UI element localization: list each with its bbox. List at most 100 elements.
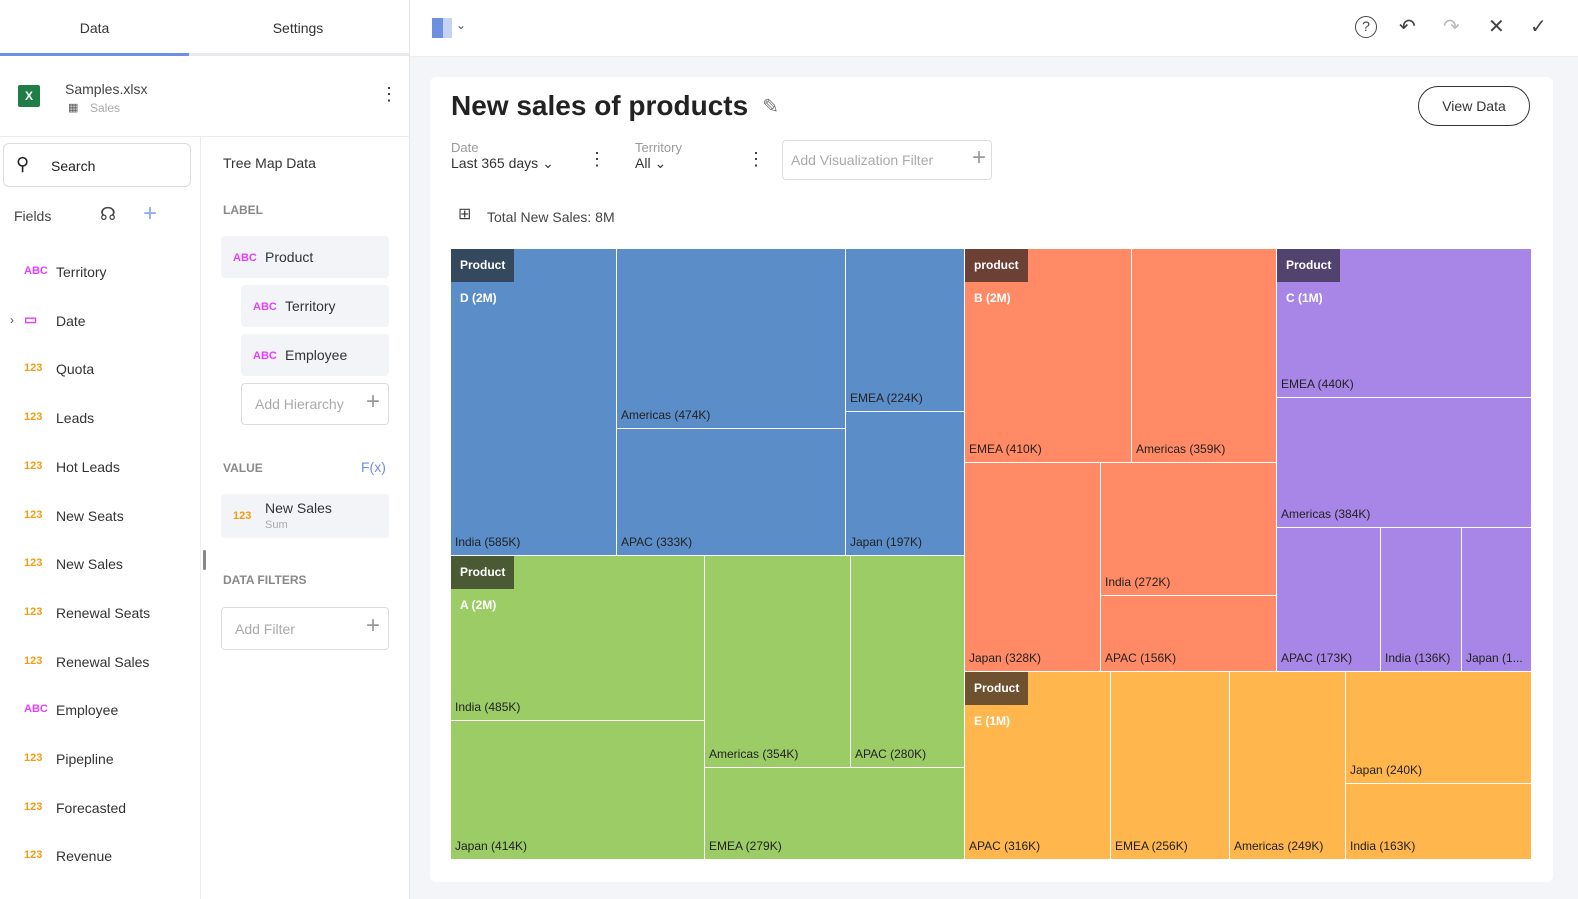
treemap-cell[interactable]: APAC (333K) xyxy=(617,429,846,556)
visualization-type-icon[interactable] xyxy=(432,18,452,38)
treemap-cell[interactable]: EMEA (279K) xyxy=(705,768,965,860)
label-section: LABEL xyxy=(223,203,263,217)
confirm-check-icon[interactable]: ✓ xyxy=(1530,16,1547,38)
more-options-icon[interactable]: ⋮ xyxy=(380,84,398,104)
close-icon[interactable]: ✕ xyxy=(1488,16,1505,38)
treemap-cell-label: Americas (474K) xyxy=(621,408,711,422)
treemap-cell[interactable]: Americas (359K) xyxy=(1132,249,1277,463)
treemap-cell[interactable]: APAC (280K) xyxy=(851,556,965,768)
treemap-cell[interactable]: India (163K) xyxy=(1346,784,1532,860)
type-badge: 123 xyxy=(24,362,43,375)
edit-pencil-icon[interactable]: ✎ xyxy=(762,95,779,118)
field-name: Quota xyxy=(56,361,95,378)
type-badge: 123 xyxy=(24,508,43,521)
search-input[interactable]: ⚲ Search xyxy=(3,143,191,187)
treemap-cell[interactable]: Americas (474K) xyxy=(617,249,846,429)
treemap-cell-label: EMEA (410K) xyxy=(969,442,1042,456)
field-item[interactable]: ABC Territory xyxy=(0,253,195,293)
field-item[interactable]: 123 New Seats xyxy=(0,497,195,537)
treemap-cell[interactable]: Americas (384K) xyxy=(1277,398,1532,528)
label-name: Territory xyxy=(285,298,336,314)
treemap-cell-label: India (136K) xyxy=(1385,651,1451,665)
fx-button[interactable]: F(x) xyxy=(361,459,386,475)
chevron-down-icon[interactable]: ⌄ xyxy=(456,18,467,32)
treemap-cell[interactable]: EMEA (224K) xyxy=(846,249,965,412)
treemap-cell[interactable]: Japan (240K) xyxy=(1346,672,1532,784)
treemap-group-header[interactable]: Product D (2M) xyxy=(451,249,515,305)
field-item[interactable]: 123 New Sales xyxy=(0,545,195,585)
type-badge: ABC xyxy=(253,301,277,313)
type-badge: 123 xyxy=(24,752,43,764)
plus-icon: + xyxy=(971,144,986,171)
field-item[interactable]: 123 Renewal Sales xyxy=(0,643,195,683)
treemap-cell-label: Japan (240K) xyxy=(1350,763,1423,777)
label-product[interactable]: ABC Product xyxy=(221,236,389,278)
add-hierarchy-button[interactable]: Add Hierarchy + xyxy=(241,383,389,425)
label-employee[interactable]: ABC Employee xyxy=(241,334,389,376)
treemap-cell[interactable]: Japan (414K) xyxy=(451,721,705,860)
field-item[interactable]: › ▭ Date xyxy=(0,302,195,342)
field-item[interactable]: 123 Renewal Seats xyxy=(0,594,195,634)
filter-label: Territory xyxy=(635,140,682,155)
label-name: Employee xyxy=(285,347,348,363)
treemap-cell[interactable]: APAC (173K) xyxy=(1277,528,1381,672)
value-name: New Sales xyxy=(265,500,332,516)
help-icon[interactable]: ? xyxy=(1355,16,1377,38)
field-item[interactable]: 123 Revenue xyxy=(0,837,195,877)
field-item[interactable]: ABC Employee xyxy=(0,691,195,731)
treemap-cell[interactable]: India (136K) xyxy=(1381,528,1462,672)
visualization-title[interactable]: New sales of products xyxy=(451,90,749,121)
treemap-cell-label: India (163K) xyxy=(1350,839,1416,853)
redo-icon[interactable]: ↷ xyxy=(1443,16,1460,38)
treemap-cell-label: APAC (173K) xyxy=(1281,651,1353,665)
treemap-cell[interactable]: India (585K) xyxy=(451,249,617,556)
territory-filter[interactable]: Territory All ⌄ xyxy=(635,140,682,172)
label-territory[interactable]: ABC Territory xyxy=(241,285,389,327)
treemap-group-header[interactable]: Product E (1M) xyxy=(965,672,1029,728)
territory-filter-menu-icon[interactable]: ⋮ xyxy=(747,149,765,169)
field-item[interactable]: 123 Leads xyxy=(0,399,195,439)
treemap-cell[interactable]: Japan (197K) xyxy=(846,412,965,556)
tab-settings[interactable]: Settings xyxy=(272,20,324,36)
filters-section: DATA FILTERS xyxy=(223,573,307,587)
treemap-cell-label: India (485K) xyxy=(455,700,521,714)
treemap-cell-label: Americas (249K) xyxy=(1234,839,1324,853)
treemap-cell[interactable]: Japan (1... xyxy=(1462,528,1532,672)
treemap-cell-label: APAC (316K) xyxy=(969,839,1041,853)
treemap-cell[interactable]: Americas (354K) xyxy=(705,556,851,768)
field-name: Leads xyxy=(56,410,95,427)
date-filter[interactable]: Date Last 365 days ⌄ xyxy=(451,140,554,172)
field-item[interactable]: 123 Quota xyxy=(0,350,195,390)
value-new-sales[interactable]: 123 New Sales Sum xyxy=(221,494,389,538)
treemap-cell-label: Japan (414K) xyxy=(455,839,528,853)
field-name: New Sales xyxy=(56,556,123,573)
tab-data[interactable]: Data xyxy=(0,0,189,56)
treemap-group-header[interactable]: Product A (2M) xyxy=(451,556,515,612)
field-item[interactable]: 123 Forecasted xyxy=(0,789,195,829)
data-source[interactable]: X Samples.xlsx ▦ Sales ⋮ xyxy=(0,60,410,137)
view-data-button[interactable]: View Data xyxy=(1418,86,1530,126)
add-visualization-filter[interactable]: Add Visualization Filter + xyxy=(782,140,992,180)
treemap-group-header[interactable]: product B (2M) xyxy=(965,249,1028,305)
treemap-cell-label: APAC (156K) xyxy=(1105,651,1177,665)
undo-icon[interactable]: ↶ xyxy=(1399,16,1416,38)
date-filter-menu-icon[interactable]: ⋮ xyxy=(588,149,606,169)
brain-icon[interactable]: ☊ xyxy=(100,204,116,224)
treemap-cell[interactable]: Japan (328K) xyxy=(965,463,1101,672)
chevron-right-icon[interactable]: › xyxy=(10,312,14,327)
treemap-cell[interactable]: EMEA (410K) xyxy=(965,249,1132,463)
type-badge: ABC xyxy=(24,703,48,716)
treemap-cell[interactable]: APAC (156K) xyxy=(1101,596,1277,672)
treemap-cell[interactable]: Americas (249K) xyxy=(1230,672,1346,860)
plus-icon: + xyxy=(365,612,380,639)
treemap-cell[interactable]: EMEA (256K) xyxy=(1111,672,1230,860)
scrollbar[interactable] xyxy=(203,550,206,570)
field-item[interactable]: 123 Pipepline xyxy=(0,740,195,780)
field-name: New Seats xyxy=(56,507,124,524)
field-item[interactable]: 123 Hot Leads xyxy=(0,448,195,488)
treemap-group-header[interactable]: Product C (1M) xyxy=(1277,249,1341,305)
add-filter-button[interactable]: Add Filter + xyxy=(221,607,389,650)
treemap-cell[interactable]: India (272K) xyxy=(1101,463,1277,596)
add-field-icon[interactable]: + xyxy=(143,200,158,227)
type-badge: 123 xyxy=(24,605,43,618)
